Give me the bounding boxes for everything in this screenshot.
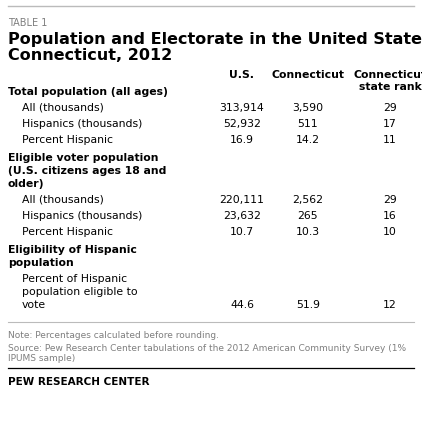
Text: 10.7: 10.7 bbox=[230, 227, 254, 237]
Text: 10.3: 10.3 bbox=[296, 227, 320, 237]
Text: 16.9: 16.9 bbox=[230, 135, 254, 145]
Text: 220,111: 220,111 bbox=[219, 195, 265, 205]
Text: 52,932: 52,932 bbox=[223, 119, 261, 129]
Text: Connecticut, 2012: Connecticut, 2012 bbox=[8, 48, 172, 63]
Text: U.S.: U.S. bbox=[230, 70, 254, 80]
Text: All (thousands): All (thousands) bbox=[22, 195, 104, 205]
Text: 23,632: 23,632 bbox=[223, 211, 261, 221]
Text: Eligibility of Hispanic: Eligibility of Hispanic bbox=[8, 245, 137, 255]
Text: 29: 29 bbox=[383, 195, 397, 205]
Text: 511: 511 bbox=[298, 119, 318, 129]
Text: 16: 16 bbox=[383, 211, 397, 221]
Text: Population and Electorate in the United States and: Population and Electorate in the United … bbox=[8, 32, 422, 47]
Text: (U.S. citizens ages 18 and: (U.S. citizens ages 18 and bbox=[8, 166, 166, 176]
Text: PEW RESEARCH CENTER: PEW RESEARCH CENTER bbox=[8, 377, 149, 387]
Text: All (thousands): All (thousands) bbox=[22, 103, 104, 113]
Text: Hispanics (thousands): Hispanics (thousands) bbox=[22, 211, 142, 221]
Text: Percent Hispanic: Percent Hispanic bbox=[22, 227, 113, 237]
Text: IPUMS sample): IPUMS sample) bbox=[8, 354, 75, 363]
Text: 313,914: 313,914 bbox=[219, 103, 264, 113]
Text: vote: vote bbox=[22, 300, 46, 310]
Text: Connecticut: Connecticut bbox=[271, 70, 344, 80]
Text: Note: Percentages calculated before rounding.: Note: Percentages calculated before roun… bbox=[8, 331, 219, 340]
Text: population: population bbox=[8, 258, 74, 268]
Text: Eligible voter population: Eligible voter population bbox=[8, 153, 159, 163]
Text: 10: 10 bbox=[383, 227, 397, 237]
Text: 51.9: 51.9 bbox=[296, 300, 320, 310]
Text: Total population (all ages): Total population (all ages) bbox=[8, 87, 168, 97]
Text: 3,590: 3,590 bbox=[292, 103, 324, 113]
Text: 265: 265 bbox=[298, 211, 318, 221]
Text: 44.6: 44.6 bbox=[230, 300, 254, 310]
Text: state rank: state rank bbox=[359, 82, 422, 92]
Text: Source: Pew Research Center tabulations of the 2012 American Community Survey (1: Source: Pew Research Center tabulations … bbox=[8, 344, 406, 353]
Text: TABLE 1: TABLE 1 bbox=[8, 18, 47, 28]
Text: older): older) bbox=[8, 179, 44, 189]
Text: 11: 11 bbox=[383, 135, 397, 145]
Text: 29: 29 bbox=[383, 103, 397, 113]
Text: 2,562: 2,562 bbox=[292, 195, 324, 205]
Text: Connecticut: Connecticut bbox=[354, 70, 422, 80]
Text: Hispanics (thousands): Hispanics (thousands) bbox=[22, 119, 142, 129]
Text: 17: 17 bbox=[383, 119, 397, 129]
Text: 14.2: 14.2 bbox=[296, 135, 320, 145]
Text: 12: 12 bbox=[383, 300, 397, 310]
Text: Percent of Hispanic: Percent of Hispanic bbox=[22, 274, 127, 284]
Text: population eligible to: population eligible to bbox=[22, 287, 138, 297]
Text: Percent Hispanic: Percent Hispanic bbox=[22, 135, 113, 145]
